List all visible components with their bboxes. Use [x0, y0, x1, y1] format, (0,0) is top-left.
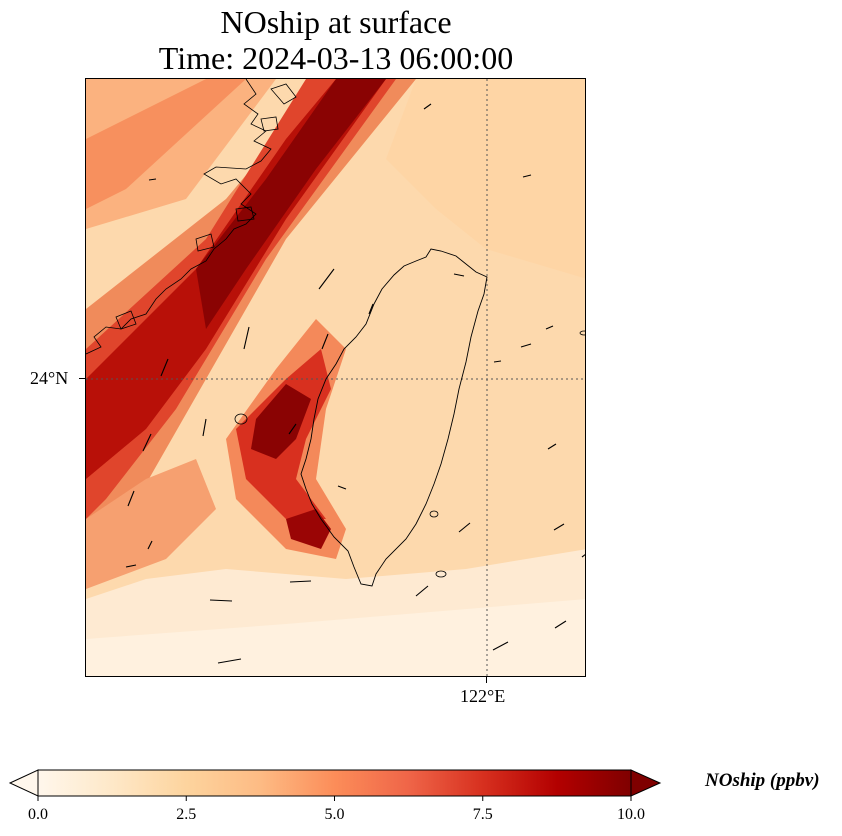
island-small-2 — [435, 570, 447, 578]
colorbar-tick-label: 2.5 — [176, 806, 197, 823]
field-ne — [386, 79, 585, 279]
colorbar-tick-label: 7.5 — [472, 806, 493, 823]
field-south-lowest — [86, 599, 585, 676]
colorbar-tick-label: 0.0 — [28, 806, 48, 823]
china-coastline — [86, 79, 272, 355]
island-small-3 — [579, 330, 585, 336]
lat-tick-mark — [79, 378, 85, 379]
china-islands — [115, 83, 297, 330]
map-canvas — [86, 79, 585, 676]
chart-title: NOship at surface — [220, 4, 452, 40]
island-small-1 — [429, 510, 439, 518]
colorbar-tick-label: 10.0 — [617, 806, 645, 823]
lat-tick-label: 24°N — [30, 368, 69, 388]
colorbar — [8, 769, 662, 801]
chart-subtitle-time: Time: 2024-03-13 06:00:00 — [158, 40, 514, 76]
wind-vectors — [125, 103, 585, 664]
colorbar-ticks — [37, 796, 632, 801]
colorbar-extend-high — [630, 769, 662, 797]
field-plume-core — [251, 384, 311, 459]
field-lane-mid — [86, 79, 396, 519]
colorbar-body — [37, 769, 632, 797]
lon-tick-mark — [486, 677, 487, 683]
colorbar-tick-label: 5.0 — [324, 806, 345, 823]
field-nw-band — [86, 79, 246, 209]
taiwan-coastline — [300, 248, 488, 587]
colorbar-extend-low — [8, 769, 39, 797]
map-panel — [85, 78, 586, 677]
field-plume-tail — [286, 509, 331, 549]
lon-tick-label: 122°E — [460, 686, 506, 706]
field-lane-core — [196, 79, 386, 329]
island-penghu — [234, 413, 248, 425]
colorbar-title: NOship (ppbv) — [705, 770, 820, 791]
field-lane-taper — [86, 459, 216, 589]
